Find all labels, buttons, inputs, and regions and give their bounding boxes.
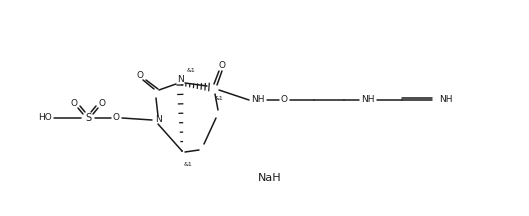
Text: O: O	[113, 113, 120, 122]
Text: NH: NH	[439, 95, 452, 105]
Text: &1: &1	[187, 68, 196, 73]
Text: O: O	[280, 95, 287, 105]
Text: NaH: NaH	[258, 173, 282, 183]
Text: S: S	[85, 113, 91, 123]
Text: N: N	[154, 116, 161, 124]
Text: HO: HO	[38, 113, 52, 122]
Text: O: O	[70, 100, 78, 108]
Text: &1: &1	[184, 162, 193, 167]
Text: NH: NH	[251, 95, 264, 105]
Text: O: O	[136, 71, 143, 81]
Text: &1: &1	[215, 97, 224, 102]
Text: O: O	[98, 100, 105, 108]
Text: O: O	[218, 62, 225, 70]
Text: N: N	[177, 76, 184, 84]
Text: NH: NH	[361, 95, 375, 105]
